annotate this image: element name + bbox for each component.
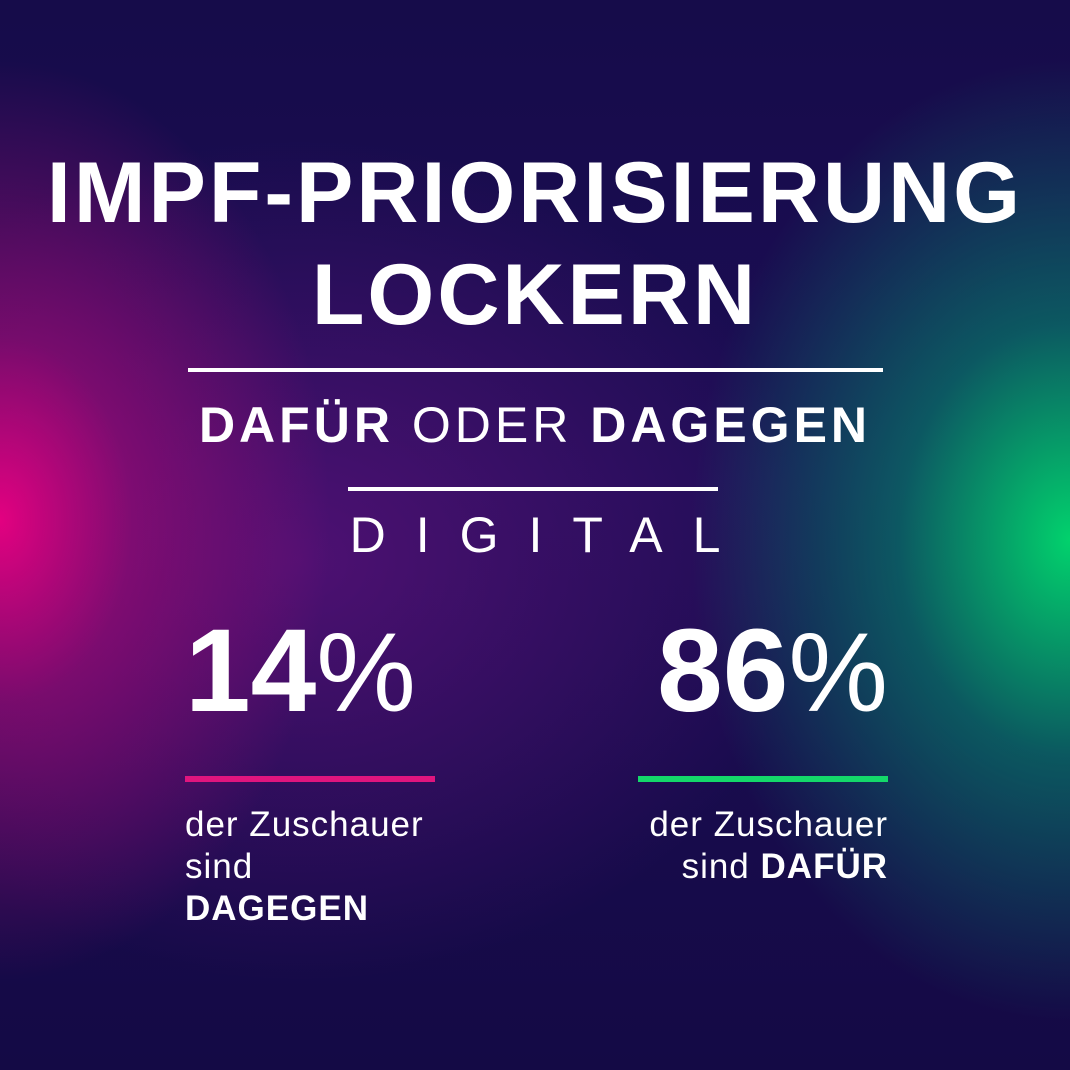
stat-against-caption-prefix: sind bbox=[185, 847, 254, 886]
stat-for-caption-emphasis: DAFÜR bbox=[760, 847, 888, 886]
stat-against-number: 14 bbox=[185, 605, 317, 737]
stat-against-accent-bar bbox=[185, 776, 435, 782]
stat-for-caption-line1: der Zuschauer bbox=[649, 805, 888, 844]
subtitle-dafuer: DAFÜR bbox=[198, 397, 394, 453]
stat-for-caption-prefix: sind bbox=[681, 847, 750, 886]
stat-against-caption-emphasis: DAGEGEN bbox=[185, 889, 369, 928]
headline-line-1: IMPF-PRIORISIERUNG bbox=[46, 145, 1024, 241]
divider-top bbox=[188, 368, 883, 372]
stat-for: 86% der Zuschauer sind DAFÜR bbox=[628, 612, 888, 888]
stat-for-number: 86 bbox=[657, 605, 789, 737]
stat-for-percentage: 86% bbox=[628, 612, 888, 730]
stat-for-caption: der Zuschauer sind DAFÜR bbox=[628, 804, 888, 888]
stat-for-accent-bar bbox=[638, 776, 888, 782]
stat-against-percentage: 14% bbox=[185, 612, 445, 730]
subtitle-oder: ODER bbox=[411, 397, 573, 453]
stat-for-caption-line2: sind DAFÜR bbox=[628, 846, 888, 888]
stat-for-percent-sign: % bbox=[788, 610, 888, 735]
headline-line-2: LOCKERN bbox=[311, 247, 759, 343]
subtitle-dagegen: DAGEGEN bbox=[590, 397, 872, 453]
subtitle: DAFÜR ODER DAGEGEN bbox=[0, 400, 1070, 450]
divider-middle bbox=[348, 487, 718, 491]
brand-digital: DIGITAL bbox=[349, 507, 751, 563]
stat-against-caption-line1: der Zuschauer bbox=[185, 805, 424, 844]
stat-against-caption-line2: sind DAGEGEN bbox=[185, 846, 445, 930]
stat-against-percent-sign: % bbox=[316, 610, 416, 735]
stat-against: 14% der Zuschauer sind DAGEGEN bbox=[185, 612, 445, 930]
stat-against-caption: der Zuschauer sind DAGEGEN bbox=[185, 804, 445, 930]
